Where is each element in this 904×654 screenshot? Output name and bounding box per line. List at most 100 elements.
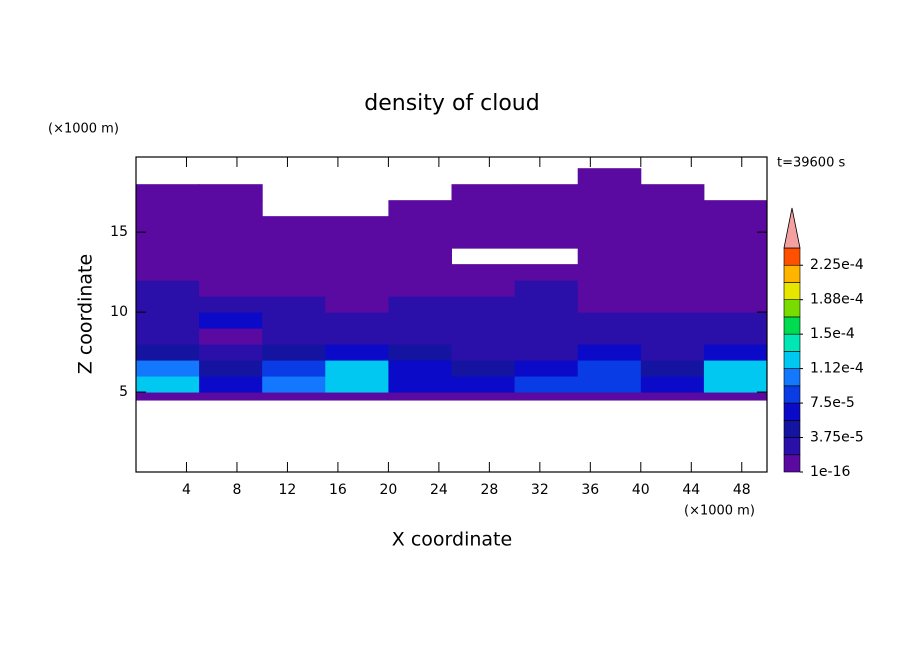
- colorbar-band: [783, 385, 801, 404]
- contour-cell: [325, 296, 389, 313]
- contour-cell: [703, 392, 768, 401]
- contour-cell: [262, 328, 326, 345]
- contour-cell: [325, 232, 389, 249]
- contour-cell: [136, 312, 200, 329]
- contour-cell: [199, 264, 263, 281]
- contour-cell: [325, 312, 389, 329]
- contour-cell: [703, 232, 768, 249]
- contour-cell: [514, 200, 579, 217]
- colorbar-band: [783, 299, 801, 318]
- contour-cell: [640, 392, 705, 401]
- contour-cell: [703, 344, 768, 361]
- contour-cell: [388, 296, 452, 313]
- contour-cell: [325, 328, 389, 345]
- contour-cell: [325, 344, 389, 361]
- contour-cell: [325, 280, 389, 297]
- x-tick-label: 20: [379, 482, 397, 498]
- contour-cell: [388, 344, 452, 361]
- contour-cell: [136, 392, 200, 401]
- contour-cell: [325, 376, 389, 393]
- x-tick-label: 8: [232, 482, 241, 498]
- contour-cell: [388, 264, 452, 281]
- contour-cell: [199, 280, 263, 297]
- contour-cell: [262, 264, 326, 281]
- contour-cell: [577, 296, 642, 313]
- contour-cell: [262, 296, 326, 313]
- contour-cell: [640, 376, 705, 393]
- x-tick-label: 44: [682, 482, 700, 498]
- contour-cell: [577, 168, 642, 185]
- colorbar-tick-label: 3.75e-5: [810, 430, 864, 446]
- colorbar-band: [783, 437, 801, 456]
- contour-cell: [199, 216, 263, 233]
- colorbar-band: [783, 247, 801, 266]
- contour-cell: [199, 248, 263, 265]
- colorbar-band: [783, 282, 801, 300]
- x-tick-label: 4: [182, 482, 191, 498]
- contour-cell: [388, 200, 452, 217]
- contour-cell: [451, 312, 516, 329]
- contour-cell: [577, 360, 642, 377]
- contour-cell: [199, 392, 263, 401]
- contour-cell: [451, 216, 516, 233]
- colorbar-band: [783, 351, 801, 369]
- contour-cell: [136, 328, 200, 345]
- contour-cell: [703, 248, 768, 265]
- colorbar-band: [783, 316, 801, 335]
- contour-cell: [388, 312, 452, 329]
- x-tick-label: 28: [480, 482, 498, 498]
- contour-cell: [451, 328, 516, 345]
- contour-cell: [262, 312, 326, 329]
- x-tick-label: 24: [430, 482, 448, 498]
- contour-cell: [451, 280, 516, 297]
- contour-cell: [514, 392, 579, 401]
- colorbar-band: [783, 420, 801, 438]
- contour-cell: [199, 296, 263, 313]
- contour-cell: [451, 360, 516, 377]
- contour-cell: [136, 248, 200, 265]
- contour-cell: [451, 376, 516, 393]
- contour-cell: [514, 328, 579, 345]
- contour-cell: [703, 328, 768, 345]
- contour-cell: [136, 184, 200, 201]
- contour-cell: [577, 280, 642, 297]
- x-unit: (×1000 m): [684, 504, 755, 519]
- contour-cell: [136, 296, 200, 313]
- contour-cell: [451, 184, 516, 201]
- colorbar-band: [783, 264, 801, 283]
- contour-cell: [199, 184, 263, 201]
- contour-cell: [388, 376, 452, 393]
- contour-cell: [577, 376, 642, 393]
- contour-cell: [451, 200, 516, 217]
- contour-cell: [136, 344, 200, 361]
- contour-cell: [388, 360, 452, 377]
- contour-cell: [514, 280, 579, 297]
- contour-cell: [640, 328, 705, 345]
- contour-cell: [577, 392, 642, 401]
- contour-cell: [451, 264, 516, 281]
- contour-cell: [514, 360, 579, 377]
- colorbar-tick-label: 1.12e-4: [810, 361, 864, 377]
- contour-cell: [388, 216, 452, 233]
- contour-cell: [451, 296, 516, 313]
- colorbar-tick-label: 1.88e-4: [810, 292, 864, 308]
- contour-cell: [577, 216, 642, 233]
- contour-cell: [199, 376, 263, 393]
- contour-cell: [136, 280, 200, 297]
- contour-cell: [514, 264, 579, 281]
- x-tick-label: 40: [632, 482, 650, 498]
- contour-cell: [199, 232, 263, 249]
- contour-cell: [325, 360, 389, 377]
- contour-cell: [514, 376, 579, 393]
- contour-cell: [262, 392, 326, 401]
- contour-cell: [514, 216, 579, 233]
- x-tick-label: 32: [531, 482, 549, 498]
- plot-frame: [135, 156, 768, 473]
- contour-cell: [640, 248, 705, 265]
- contour-cell: [577, 328, 642, 345]
- contour-cell: [577, 184, 642, 201]
- contour-cell: [136, 216, 200, 233]
- contour-cell: [262, 280, 326, 297]
- colorbar-tick-label: 2.25e-4: [810, 257, 864, 273]
